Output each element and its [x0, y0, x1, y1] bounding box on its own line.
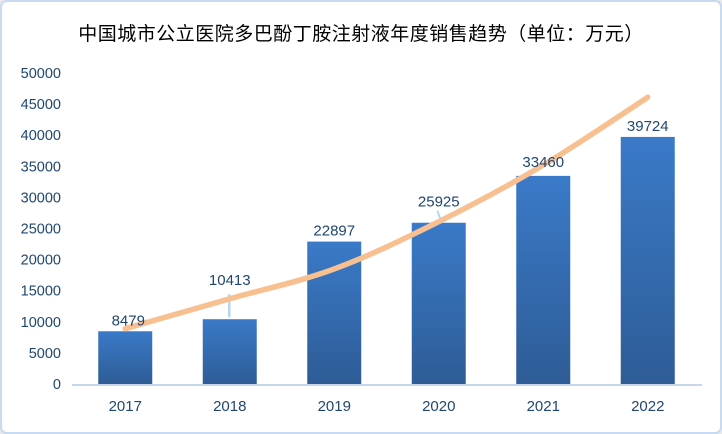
bar-2017: [98, 331, 153, 384]
bar-2018: [202, 319, 257, 384]
x-axis-label-2019: 2019: [318, 398, 351, 415]
y-axis-tick-label: 25000: [21, 222, 61, 238]
y-axis-tick-label: 45000: [21, 97, 61, 113]
data-label-2020: 25925: [418, 194, 460, 211]
x-axis-label-2020: 2020: [422, 398, 455, 415]
bar-2021: [516, 175, 571, 384]
x-axis-label-2022: 2022: [631, 398, 664, 415]
y-axis-tick-label: 5000: [29, 346, 61, 362]
y-axis-tick-label: 0: [53, 377, 61, 393]
bar-2022: [620, 136, 675, 384]
y-axis-tick-label: 35000: [21, 159, 61, 175]
x-axis-label-2017: 2017: [109, 398, 142, 415]
data-label-2018: 10413: [209, 272, 251, 289]
chart-title: 中国城市公立医院多巴酚丁胺注射液年度销售趋势（单位：万元）: [78, 24, 644, 45]
x-axis-label-2021: 2021: [527, 398, 560, 415]
data-label-2017: 8479: [112, 312, 145, 329]
trend-line: [122, 94, 651, 332]
y-axis-tick-label: 10000: [21, 315, 61, 331]
y-axis-tick-label: 40000: [21, 128, 61, 144]
data-label-2021: 33460: [522, 154, 564, 171]
y-axis-tick-label: 20000: [21, 253, 61, 269]
y-axis-tick-label: 50000: [21, 66, 61, 82]
y-axis-tick-label: 30000: [21, 190, 61, 206]
data-label-2019: 22897: [313, 223, 355, 240]
bar-2019: [307, 241, 362, 384]
y-axis-tick-label: 15000: [21, 284, 61, 300]
bar-2020: [411, 222, 466, 384]
x-axis-label-2018: 2018: [213, 398, 246, 415]
data-label-2022: 39724: [627, 118, 669, 135]
